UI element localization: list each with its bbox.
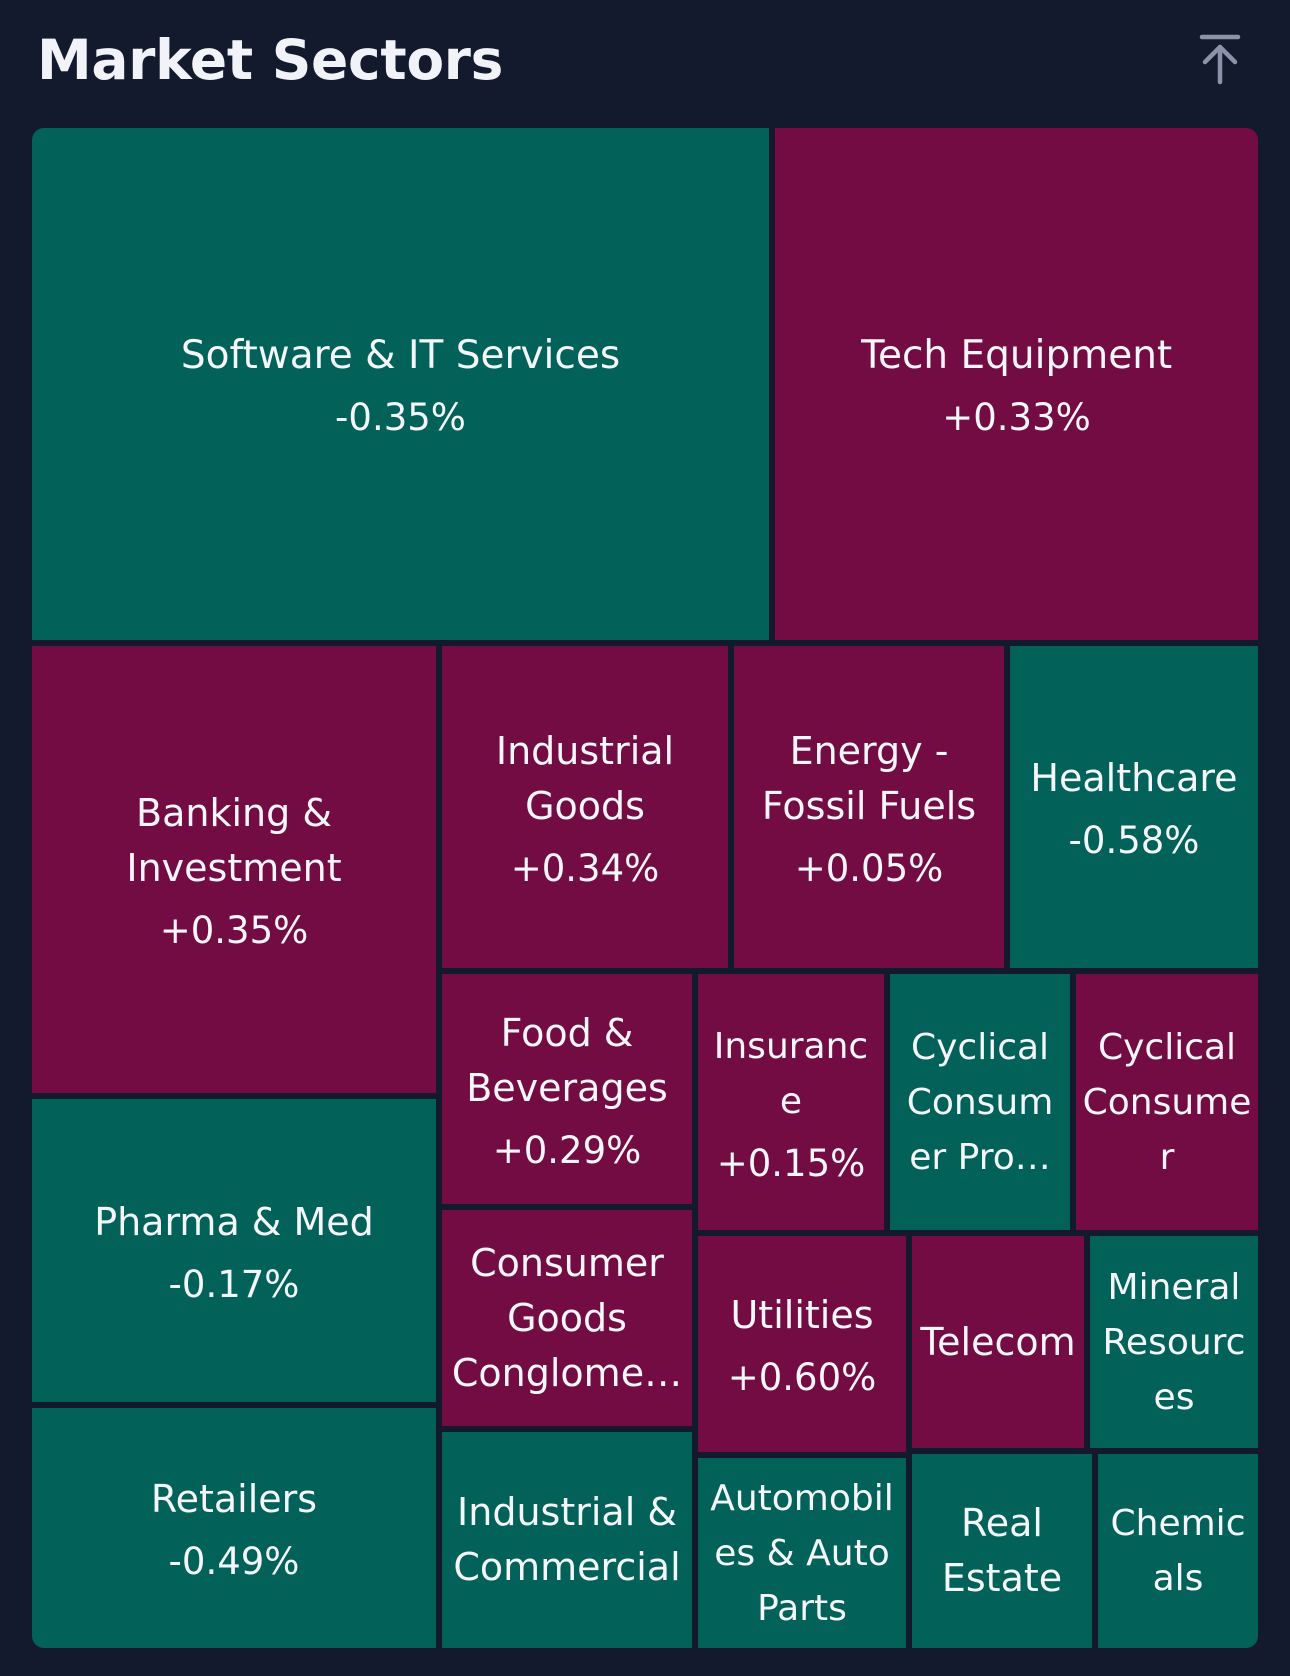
sector-change: -0.17% (168, 1262, 300, 1306)
sector-name: Retailers (150, 1477, 318, 1521)
sector-tile-tech-equipment[interactable]: Tech Equipment +0.33% (775, 128, 1258, 640)
sector-tile-pharma-med[interactable]: Pharma & Med -0.17% (32, 1099, 436, 1402)
sector-name: Cyclical Consumer Pro… (906, 1026, 1054, 1178)
sector-tile-industrial-commercial[interactable]: Industrial & Commercial (442, 1432, 692, 1648)
sector-change: +0.35% (159, 909, 309, 952)
sector-tile-energy-fossil-fuels[interactable]: Energy - Fossil Fuels +0.05% (734, 646, 1004, 968)
sector-name: Automobiles & Auto Parts (710, 1477, 894, 1629)
sector-name: Healthcare (1030, 756, 1238, 800)
sector-tile-cyclical-consumer[interactable]: Cyclical Consumer (1076, 974, 1258, 1230)
sector-name: Utilities (730, 1293, 874, 1337)
arrow-up-to-line-icon (1199, 34, 1241, 85)
sector-tile-mineral-resources[interactable]: Mineral Resources (1090, 1236, 1258, 1448)
sector-tile-insurance[interactable]: Insurance +0.15% (698, 974, 884, 1230)
sector-name: Real Estate (941, 1501, 1063, 1600)
sector-change: -0.35% (335, 396, 466, 439)
scroll-to-top-button[interactable] (1193, 30, 1247, 88)
sector-name: Cyclical Consumer (1082, 1026, 1252, 1178)
sector-change: +0.60% (727, 1356, 877, 1399)
sector-change: +0.15% (716, 1141, 866, 1185)
sector-tile-food-beverages[interactable]: Food & Beverages +0.29% (442, 974, 692, 1204)
sector-change: +0.29% (492, 1128, 642, 1172)
sector-name: Consumer Goods Conglome… (451, 1240, 683, 1395)
sector-tile-healthcare[interactable]: Healthcare -0.58% (1010, 646, 1258, 968)
page-title: Market Sectors (37, 28, 504, 92)
sector-name: Mineral Resources (1102, 1266, 1246, 1418)
sector-name: Telecom (920, 1319, 1076, 1364)
sector-tile-retailers[interactable]: Retailers -0.49% (32, 1408, 436, 1648)
sector-name: Energy - Fossil Fuels (761, 728, 977, 828)
sector-name: Industrial & Commercial (453, 1490, 681, 1589)
sector-change: +0.34% (510, 846, 660, 890)
sector-name: Chemicals (1110, 1503, 1246, 1599)
sector-tile-industrial-goods[interactable]: Industrial Goods +0.34% (442, 646, 728, 968)
sector-tile-chemicals[interactable]: Chemicals (1098, 1454, 1258, 1648)
sector-name: Pharma & Med (94, 1199, 374, 1244)
sector-tile-telecom[interactable]: Telecom (912, 1236, 1084, 1448)
sector-change: +0.33% (942, 396, 1091, 439)
sector-change: -0.49% (168, 1540, 300, 1583)
sector-tile-banking-investment[interactable]: Banking & Investment +0.35% (32, 646, 436, 1093)
sector-change: +0.05% (794, 846, 944, 890)
sector-name: Software & IT Services (180, 333, 621, 378)
sector-name: Insurance (713, 1025, 869, 1122)
sector-name: Food & Beverages (466, 1010, 668, 1110)
sector-change: -0.58% (1068, 819, 1200, 862)
sector-tile-software-it-services[interactable]: Software & IT Services -0.35% (32, 128, 769, 640)
sector-tile-consumer-goods-conglomerates[interactable]: Consumer Goods Conglome… (442, 1210, 692, 1426)
sector-tile-real-estate[interactable]: Real Estate (912, 1454, 1092, 1648)
sector-tile-cyclical-consumer-products[interactable]: Cyclical Consumer Pro… (890, 974, 1070, 1230)
sector-treemap: Software & IT Services -0.35% Tech Equip… (32, 128, 1258, 1648)
sector-tile-utilities[interactable]: Utilities +0.60% (698, 1236, 906, 1452)
sector-name: Industrial Goods (495, 728, 675, 828)
sector-name: Tech Equipment (860, 333, 1173, 378)
sector-tile-automobiles-auto-parts[interactable]: Automobiles & Auto Parts (698, 1458, 906, 1648)
sector-name: Banking & Investment (126, 791, 342, 890)
